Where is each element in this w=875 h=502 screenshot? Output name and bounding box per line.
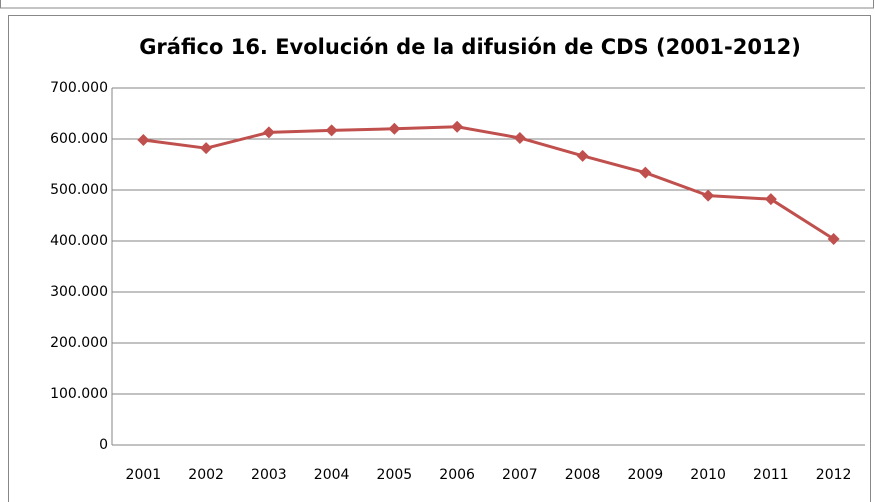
y-tick-label: 300.000 (50, 284, 108, 300)
x-tick-label: 2001 (126, 467, 162, 483)
point-marker (451, 120, 464, 133)
x-tick-label: 2012 (816, 467, 852, 483)
x-tick-label: 2003 (251, 467, 287, 483)
chart-frame (8, 15, 871, 502)
y-tick-label: 700.000 (50, 80, 108, 96)
x-tick-label: 2010 (690, 467, 726, 483)
point-marker (325, 124, 338, 137)
y-tick-label: 500.000 (50, 182, 108, 198)
x-tick-label: 2008 (565, 467, 601, 483)
point-marker (388, 122, 401, 135)
series-line (143, 125, 835, 241)
point-marker (513, 131, 526, 144)
x-tick-label: 2007 (502, 467, 538, 483)
point-marker (702, 189, 715, 202)
y-tick-label: 200.000 (50, 335, 108, 351)
chart-title: Gráfico 16. Evolución de la difusión de … (139, 35, 801, 59)
x-tick-label: 2006 (439, 467, 475, 483)
point-marker (137, 134, 150, 147)
point-marker (576, 149, 589, 162)
y-tick-label: 400.000 (50, 233, 108, 249)
x-tick-label: 2004 (314, 467, 350, 483)
point-marker (200, 142, 213, 155)
top-frame (0, 0, 874, 9)
point-marker (764, 193, 777, 206)
x-tick-label: 2005 (377, 467, 413, 483)
point-marker (827, 232, 840, 245)
x-tick-label: 2009 (628, 467, 664, 483)
y-tick-label: 0 (99, 437, 108, 453)
point-marker (262, 126, 275, 139)
x-tick-label: 2002 (188, 467, 224, 483)
x-tick-label: 2011 (753, 467, 789, 483)
y-tick-label: 100.000 (50, 386, 108, 402)
y-tick-label: 600.000 (50, 131, 108, 147)
point-marker (639, 166, 652, 179)
